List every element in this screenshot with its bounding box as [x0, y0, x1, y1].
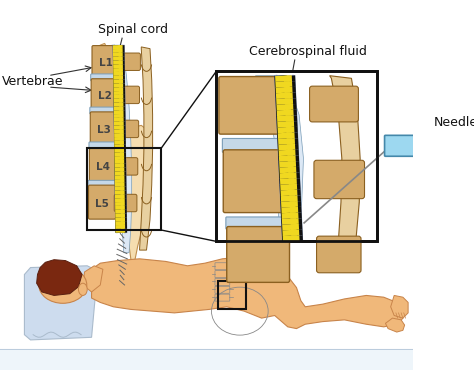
Bar — [216, 71, 377, 241]
Polygon shape — [111, 45, 132, 253]
FancyBboxPatch shape — [91, 79, 118, 109]
FancyBboxPatch shape — [90, 112, 117, 144]
Bar — [419, 139, 426, 153]
Text: Cerebrospinal fluid: Cerebrospinal fluid — [249, 45, 367, 58]
FancyBboxPatch shape — [89, 185, 116, 219]
FancyBboxPatch shape — [88, 180, 118, 187]
Polygon shape — [91, 257, 403, 328]
Text: L2: L2 — [98, 91, 111, 101]
Bar — [216, 71, 377, 241]
Text: L5: L5 — [95, 199, 109, 209]
FancyBboxPatch shape — [226, 217, 289, 229]
Polygon shape — [94, 44, 153, 272]
FancyBboxPatch shape — [117, 86, 139, 103]
Polygon shape — [25, 266, 96, 340]
Text: L1: L1 — [99, 58, 112, 67]
Polygon shape — [255, 76, 303, 241]
Polygon shape — [139, 47, 153, 250]
Bar — [218, 281, 246, 309]
Polygon shape — [36, 260, 82, 296]
Polygon shape — [83, 266, 103, 292]
FancyBboxPatch shape — [114, 194, 137, 212]
FancyBboxPatch shape — [219, 76, 279, 134]
Bar — [87, 148, 161, 230]
Ellipse shape — [79, 283, 87, 296]
FancyBboxPatch shape — [91, 74, 120, 81]
Bar — [416, 134, 420, 158]
FancyBboxPatch shape — [118, 53, 140, 71]
Text: Vertebrae: Vertebrae — [2, 75, 63, 88]
Ellipse shape — [39, 267, 87, 303]
FancyBboxPatch shape — [90, 149, 117, 183]
FancyBboxPatch shape — [89, 142, 118, 149]
Polygon shape — [329, 76, 360, 241]
Text: Spinal cord: Spinal cord — [98, 24, 167, 36]
FancyBboxPatch shape — [317, 236, 361, 273]
FancyBboxPatch shape — [384, 135, 419, 156]
FancyBboxPatch shape — [227, 227, 290, 282]
Text: L3: L3 — [97, 125, 111, 135]
Text: Needle: Needle — [433, 116, 474, 129]
FancyBboxPatch shape — [314, 160, 365, 199]
FancyBboxPatch shape — [310, 86, 358, 122]
Bar — [0, 350, 413, 377]
FancyBboxPatch shape — [116, 120, 139, 138]
FancyBboxPatch shape — [92, 45, 119, 76]
FancyBboxPatch shape — [115, 158, 138, 175]
FancyBboxPatch shape — [223, 150, 288, 212]
Polygon shape — [385, 318, 405, 332]
Polygon shape — [391, 296, 408, 318]
Text: L4: L4 — [96, 162, 110, 172]
FancyBboxPatch shape — [222, 138, 283, 152]
FancyBboxPatch shape — [90, 107, 119, 114]
